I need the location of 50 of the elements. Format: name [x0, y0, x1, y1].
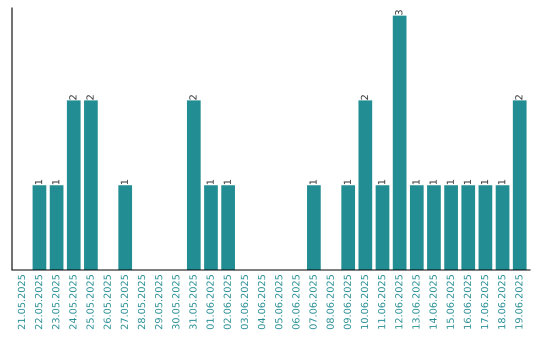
x-tick-label: 09.06.2025 — [344, 275, 352, 330]
data-label: 2 — [189, 95, 196, 100]
data-label: 1 — [378, 180, 386, 184]
x-tick-label: 01.06.2025 — [206, 275, 214, 330]
x-tick-label: 27.05.2025 — [120, 275, 128, 330]
x-tick-label: 17.06.2025 — [480, 275, 488, 329]
data-label: 3 — [395, 10, 402, 15]
x-tick-label: 13.06.2025 — [412, 275, 420, 329]
x-tick-label: 07.06.2025 — [309, 275, 317, 330]
data-label: 1 — [206, 180, 214, 184]
data-label: 1 — [481, 180, 488, 184]
x-tick-label: 22.05.2025 — [34, 275, 42, 330]
x-tick-label: 11.06.2025 — [378, 275, 386, 329]
x-tick-label: 26.05.2025 — [104, 275, 111, 330]
x-tick-label: 16.06.2025 — [464, 275, 472, 329]
x-tick-label: 30.05.2025 — [172, 275, 180, 330]
data-label: 1 — [120, 180, 128, 184]
data-label: 2 — [69, 95, 76, 100]
data-label: 1 — [52, 180, 60, 184]
x-tick-label: 29.05.2025 — [154, 275, 162, 330]
data-label: 1 — [446, 180, 454, 184]
data-label: 1 — [412, 180, 420, 184]
data-label: 1 — [309, 180, 317, 184]
x-tick-label: 06.06.2025 — [292, 275, 300, 330]
x-tick-label: 21.05.2025 — [18, 275, 26, 330]
data-label: 2 — [86, 95, 94, 100]
x-tick-label: 19.06.2025 — [515, 275, 523, 329]
data-label: 1 — [224, 180, 231, 184]
x-tick-label: 31.05.2025 — [189, 275, 197, 330]
data-label: 2 — [515, 95, 522, 100]
x-tick-label: 23.05.2025 — [52, 275, 60, 330]
x-tick-label: 02.06.2025 — [224, 275, 231, 330]
data-label: 1 — [344, 180, 351, 184]
data-label: 1 — [498, 180, 506, 184]
x-tick-label: 03.06.2025 — [240, 275, 248, 330]
data-label: 1 — [35, 180, 42, 184]
x-tick-label: 10.06.2025 — [360, 275, 368, 329]
x-tick-label: 24.05.2025 — [69, 275, 77, 330]
x-tick-label: 12.06.2025 — [395, 275, 402, 329]
data-label: 1 — [464, 180, 471, 184]
data-label: 1 — [430, 180, 437, 184]
x-tick-label: 08.06.2025 — [326, 275, 334, 330]
x-tick-label: 28.05.2025 — [138, 275, 146, 330]
data-label: 2 — [360, 95, 368, 100]
x-tick-label: 05.06.2025 — [275, 275, 282, 330]
x-tick-label: 15.06.2025 — [446, 275, 454, 329]
x-tick-label: 18.06.2025 — [498, 275, 506, 329]
x-tick-label: 25.05.2025 — [86, 275, 94, 330]
x-tick-label: 04.06.2025 — [258, 275, 266, 330]
x-tick-label: 14.06.2025 — [429, 275, 437, 329]
